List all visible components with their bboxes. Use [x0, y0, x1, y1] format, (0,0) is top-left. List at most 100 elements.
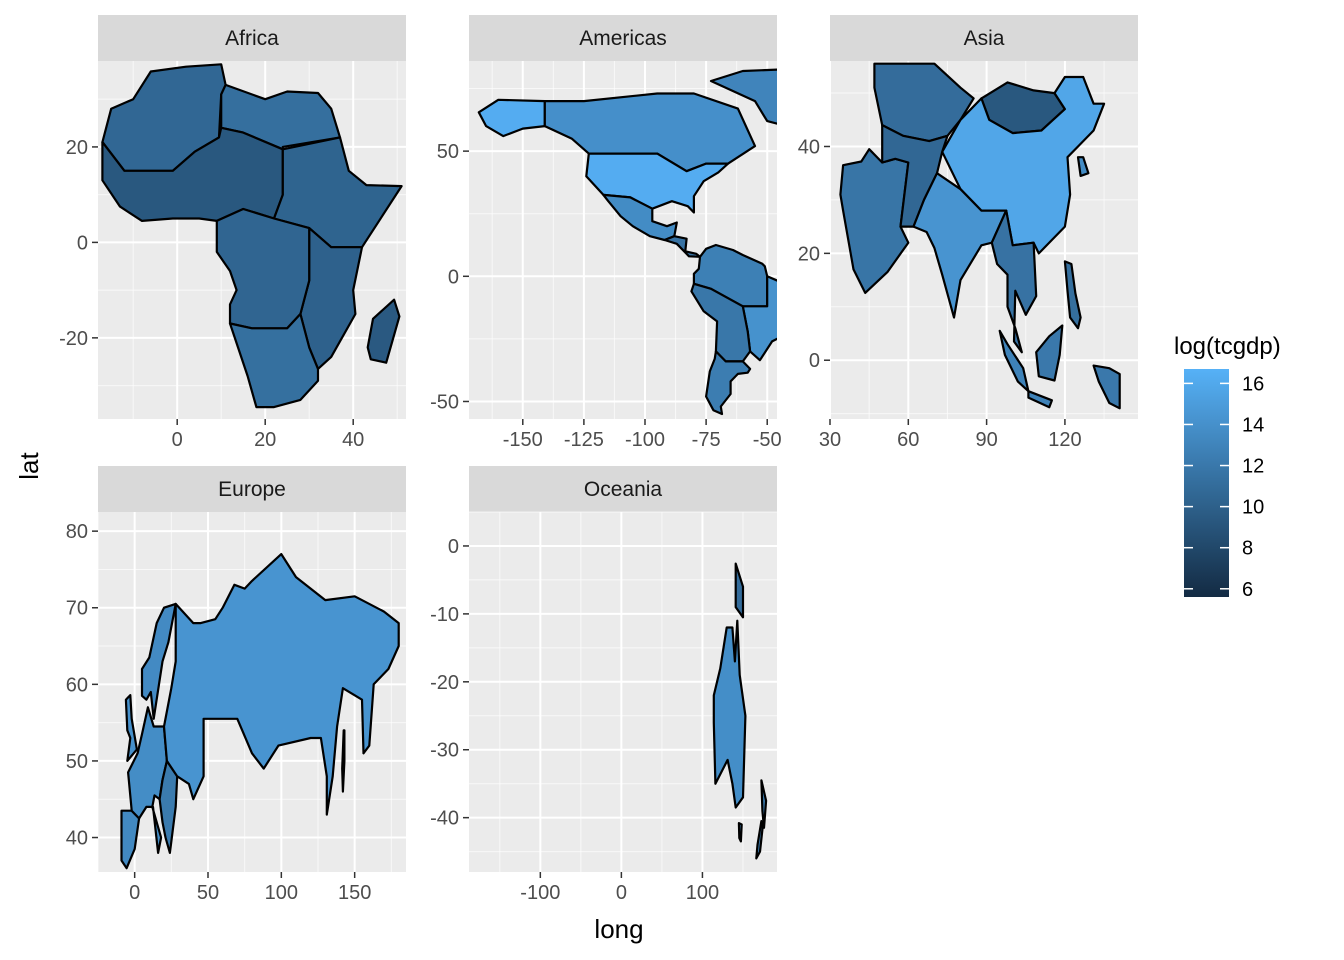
regions-europe [120, 553, 400, 870]
y-axis-title: lat [14, 451, 44, 479]
x-tick-label: -100 [625, 429, 665, 451]
x-tick-label: -150 [503, 429, 543, 451]
x-tick-label: 50 [197, 882, 219, 904]
region-americas-alaska [477, 98, 546, 138]
facet-strip-label-asia: Asia [964, 27, 1005, 50]
region-oceania-nz-south [755, 820, 764, 860]
facet-strip-africa [98, 15, 406, 61]
x-tick-label: 20 [254, 429, 276, 451]
region-americas-greenland [709, 68, 777, 125]
legend-tick-label: 10 [1242, 497, 1264, 519]
region-europe-sakhalin [341, 729, 346, 793]
regions-americas [477, 68, 777, 416]
facet-africa: Africa 0 20 40 -20 0 20 [59, 15, 406, 451]
y-tick-label: 60 [66, 674, 88, 696]
region-asia-indochina [990, 209, 1038, 354]
y-tick-label: 40 [798, 136, 820, 158]
y-tick-label: 50 [437, 141, 459, 163]
y-tick-label: -20 [430, 672, 459, 694]
facet-europe: Europe 0 50 100 150 40 50 60 70 80 [66, 466, 406, 904]
x-tick-label: 90 [975, 429, 997, 451]
facet-strip-americas [469, 15, 777, 61]
region-asia-philippines [1063, 260, 1082, 330]
facet-strip-asia [830, 15, 1138, 61]
facet-asia: Asia 30 60 90 120 0 20 40 [798, 15, 1138, 451]
region-oceania-nz-north [760, 779, 768, 829]
color-legend: log(tcgdp) 6 8 10 12 14 16 [1174, 333, 1281, 601]
y-tick-label: -30 [430, 740, 459, 762]
y-tick-label: -10 [430, 604, 459, 626]
region-oceania-new-guinea [734, 562, 745, 619]
x-tick-label: 100 [265, 882, 298, 904]
x-tick-label: -125 [564, 429, 604, 451]
y-tick-label: 80 [66, 521, 88, 543]
facet-strip-oceania [469, 466, 777, 512]
x-tick-label: 30 [819, 429, 841, 451]
region-africa-central-south [215, 207, 311, 330]
region-europe-balkans [158, 759, 179, 854]
y-tick-label: 20 [798, 243, 820, 265]
y-tick-label: 0 [77, 232, 88, 254]
x-tick-label: 40 [342, 429, 364, 451]
y-tick-label: 0 [809, 350, 820, 372]
region-asia-java [1027, 390, 1053, 409]
x-tick-label: -75 [692, 429, 721, 451]
legend-colorbar [1184, 369, 1229, 597]
x-tick-label: -50 [753, 429, 782, 451]
legend-tick-label: 6 [1242, 579, 1253, 601]
region-oceania-australia [712, 619, 747, 809]
region-europe-britain [124, 694, 138, 762]
region-asia-india [912, 172, 1008, 319]
region-asia-korea-japan [1076, 156, 1090, 177]
x-axis-title: long [594, 914, 643, 944]
x-tick-label: 60 [897, 429, 919, 451]
x-tick-label: 100 [686, 882, 719, 904]
axes-oceania: -100 0 100-40-30-20-100 [430, 536, 719, 904]
region-asia-new-guinea [1092, 364, 1121, 410]
facet-strip-label-oceania: Oceania [584, 478, 663, 501]
regions-asia [839, 62, 1121, 410]
facet-americas: Americas -150 -125 -100 -75 -50 -50 0 50 [430, 15, 782, 451]
y-tick-label: 50 [66, 751, 88, 773]
y-tick-label: -20 [59, 328, 88, 350]
axes-americas: -150 -125 -100 -75 -50 -50 0 50 [430, 141, 782, 451]
legend-title: log(tcgdp) [1174, 333, 1281, 360]
x-tick-label: 0 [616, 882, 627, 904]
axes-africa: 0 20 40 -20 0 20 [59, 137, 364, 451]
legend-tick-label: 16 [1242, 373, 1264, 395]
legend-ticks: 6 8 10 12 14 16 [1184, 373, 1264, 601]
legend-tick-label: 12 [1242, 456, 1264, 478]
region-africa-southern [228, 312, 320, 409]
region-europe-russia [162, 553, 400, 816]
x-tick-label: 0 [172, 429, 183, 451]
y-tick-label: 0 [448, 536, 459, 558]
facet-strip-europe [98, 466, 406, 512]
y-tick-label: 70 [66, 598, 88, 620]
facet-oceania: Oceania-100 0 100-40-30-20-100 [430, 466, 777, 904]
region-africa-madagascar [366, 298, 401, 364]
region-oceania-tasmania [737, 822, 743, 843]
x-tick-label: -100 [520, 882, 560, 904]
region-americas-central [663, 235, 702, 258]
legend-tick-label: 8 [1242, 538, 1253, 560]
region-americas-southern-cone [705, 350, 752, 416]
axes-asia: 30 60 90 120 0 20 40 [798, 136, 1082, 451]
axes-europe: 0 50 100 150 40 50 60 70 80 [66, 521, 372, 904]
x-tick-label: 150 [338, 882, 371, 904]
legend-tick-label: 14 [1242, 414, 1264, 436]
y-tick-label: -40 [430, 808, 459, 830]
regions-oceania [712, 562, 768, 860]
facet-strip-label-europe: Europe [218, 478, 286, 501]
y-tick-label: -50 [430, 391, 459, 413]
facet-strip-label-africa: Africa [225, 27, 279, 50]
x-tick-label: 120 [1048, 429, 1081, 451]
region-asia-borneo [1035, 324, 1064, 382]
regions-africa [101, 63, 403, 409]
y-tick-label: 40 [66, 828, 88, 850]
region-europe-scandinavia [140, 602, 177, 720]
facet-strip-label-americas: Americas [579, 27, 667, 50]
x-tick-label: 0 [129, 882, 140, 904]
y-tick-label: 0 [448, 266, 459, 288]
